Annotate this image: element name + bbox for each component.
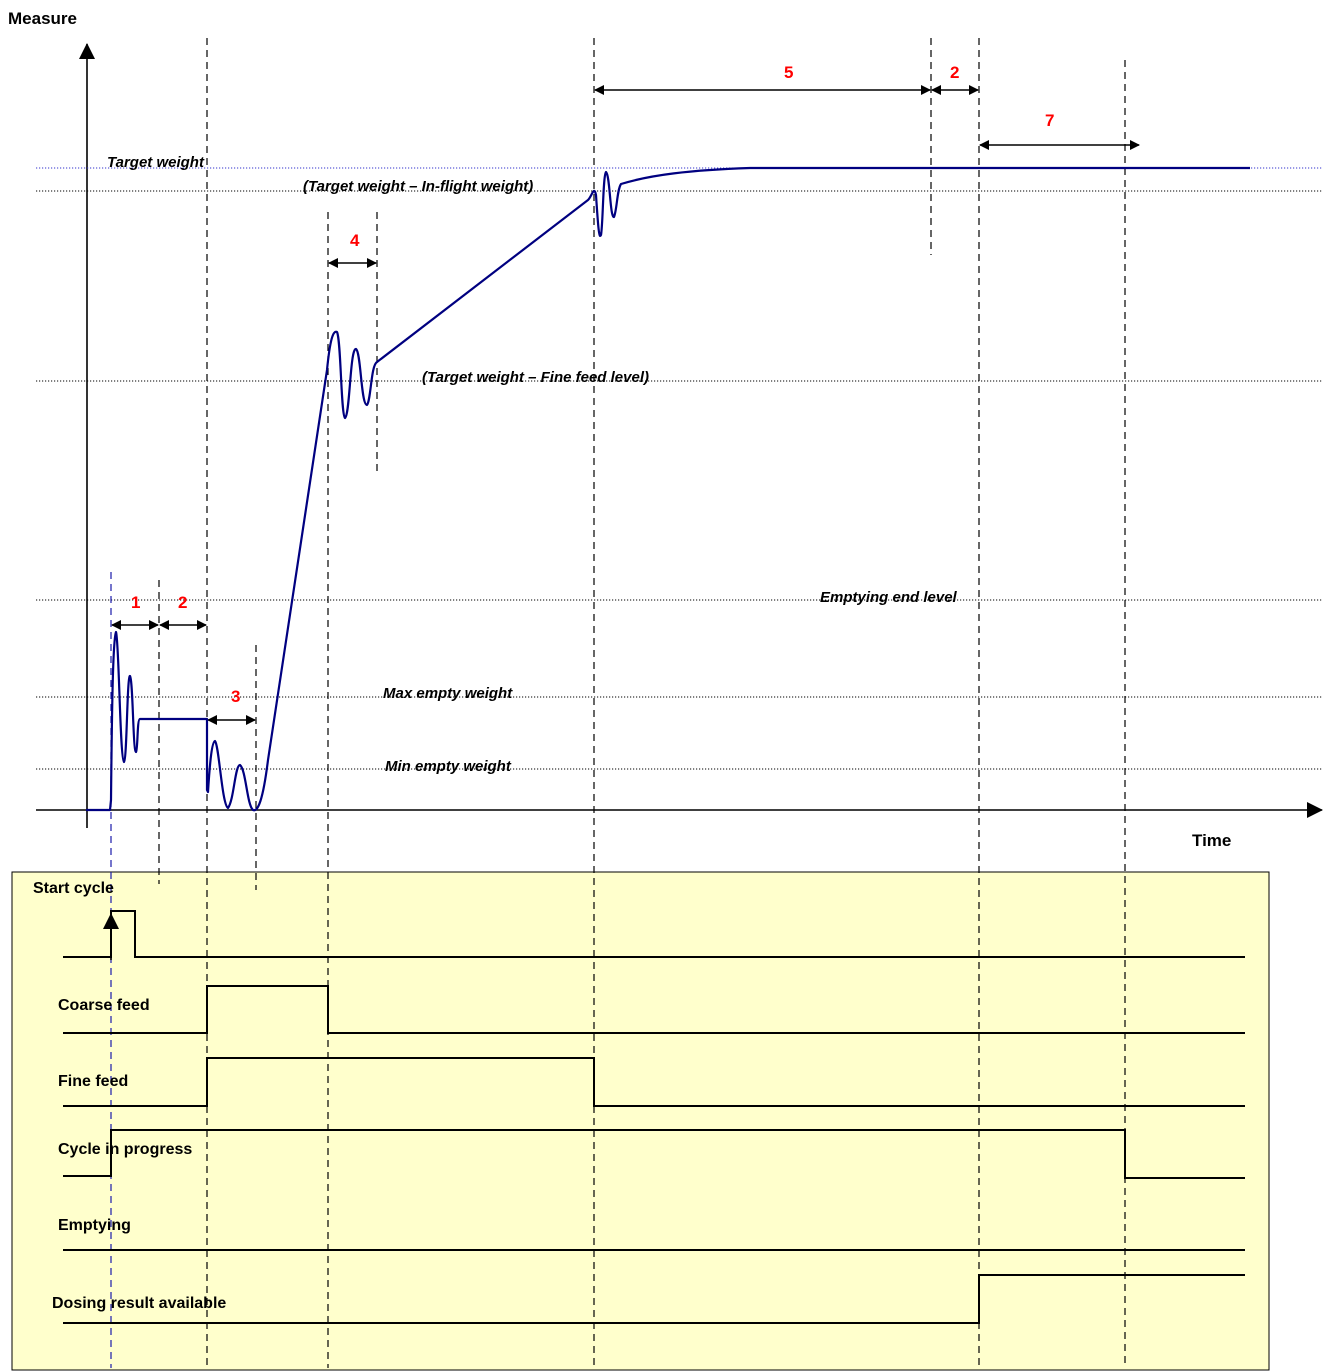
signal-trace-cycle-in-progress — [63, 1129, 1245, 1179]
signal-label-coarse-feed: Coarse feed — [58, 997, 150, 1014]
signal-trace-coarse-feed — [63, 985, 1245, 1034]
fine-feed-level-label: (Target weight – Fine feed level) — [422, 369, 649, 386]
signal-label-emptying: Emptying — [58, 1217, 131, 1234]
interval-number-5: 5 — [784, 63, 793, 82]
signal-label-cycle-in-progress: Cycle in progress — [58, 1141, 192, 1158]
interval-numbers: 1 2 3 4 5 2 7 — [131, 63, 1054, 706]
max-empty-weight-label: Max empty weight — [383, 685, 513, 702]
y-axis-title: Measure — [8, 9, 77, 28]
x-axis-title: Time — [1192, 831, 1231, 850]
emptying-end-level-label: Emptying end level — [820, 589, 958, 606]
interval-number-2b: 2 — [950, 63, 959, 82]
signal-trace-dosing-result — [63, 1274, 1245, 1324]
weight-curve — [86, 166, 1250, 812]
interval-number-3: 3 — [231, 687, 240, 706]
level-labels: Target weight (Target weight – In-flight… — [107, 154, 958, 775]
signal-trace-fine-feed — [63, 1057, 1245, 1107]
interval-number-4: 4 — [350, 231, 360, 250]
signal-label-fine-feed: Fine feed — [58, 1073, 128, 1090]
target-weight-label: Target weight — [107, 154, 205, 171]
interval-number-1: 1 — [131, 593, 140, 612]
signal-label-dosing-result: Dosing result available — [52, 1295, 226, 1312]
signal-panel — [11, 871, 1270, 1371]
interval-arrows — [111, 85, 1140, 725]
inflight-weight-label: (Target weight – In-flight weight) — [303, 178, 533, 195]
signal-label-start-cycle: Start cycle — [33, 880, 114, 897]
interval-number-7: 7 — [1045, 111, 1054, 130]
level-lines — [36, 167, 1322, 770]
signal-trace-start-cycle — [63, 910, 1245, 958]
min-empty-weight-label: Min empty weight — [385, 758, 512, 775]
interval-number-2a: 2 — [178, 593, 187, 612]
time-markers — [110, 38, 1126, 1368]
signal-traces: Start cycle Coarse feed Fine feed Cycle … — [33, 880, 1245, 1324]
